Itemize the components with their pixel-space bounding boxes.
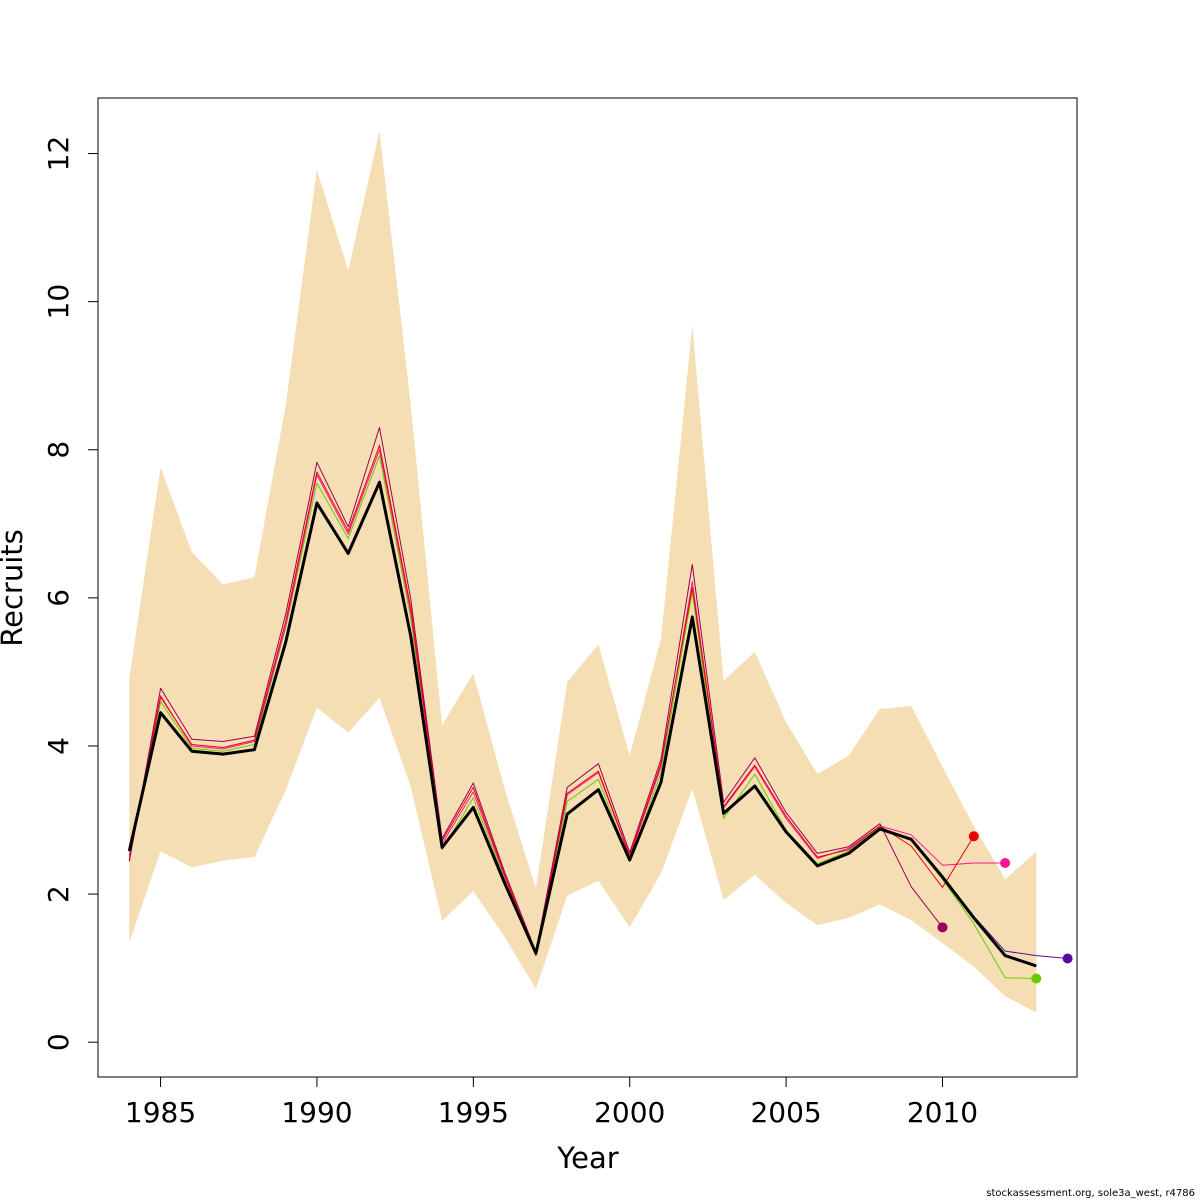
x-tick-label-2000: 2000 <box>594 1096 665 1129</box>
y-tick-label-4: 4 <box>42 737 75 755</box>
x-tick-label-1985: 1985 <box>125 1096 196 1129</box>
series-2-endpoint <box>1031 973 1042 984</box>
series-5-endpoint <box>937 922 948 933</box>
x-tick-label-1990: 1990 <box>281 1096 352 1129</box>
plot-frame <box>97 97 1078 1078</box>
series-4 <box>128 444 979 956</box>
y-axis: 0 2 4 6 8 10 12 <box>42 136 98 1051</box>
y-tick-label-2: 2 <box>42 885 75 903</box>
x-tick-label-2010: 2010 <box>907 1096 978 1129</box>
series-0-line <box>127 480 1037 968</box>
series-0 <box>127 480 1037 968</box>
x-tick-label-1995: 1995 <box>438 1096 509 1129</box>
x-tick-label-2005: 2005 <box>750 1096 821 1129</box>
x-axis: 1985 1990 1995 2000 2005 2010 <box>125 1077 978 1129</box>
y-tick-label-0: 0 <box>42 1033 75 1051</box>
footer-credit: stockassessment.org, sole3a_west, r4786 <box>986 1188 1195 1199</box>
series-3-endpoint <box>1000 858 1011 868</box>
y-axis-title: Recruits <box>0 529 29 646</box>
y-tick-label-10: 10 <box>42 284 75 320</box>
series-4-endpoint <box>968 831 979 842</box>
series-4-line <box>128 444 975 956</box>
series-1-endpoint <box>1062 953 1073 964</box>
confidence-band <box>129 131 1037 1013</box>
band-area <box>129 131 1037 1013</box>
y-tick-label-12: 12 <box>42 136 75 172</box>
y-tick-label-8: 8 <box>42 441 75 459</box>
x-axis-title: Year <box>556 1141 618 1175</box>
series-lines <box>127 427 1073 984</box>
y-tick-label-6: 6 <box>42 589 75 607</box>
